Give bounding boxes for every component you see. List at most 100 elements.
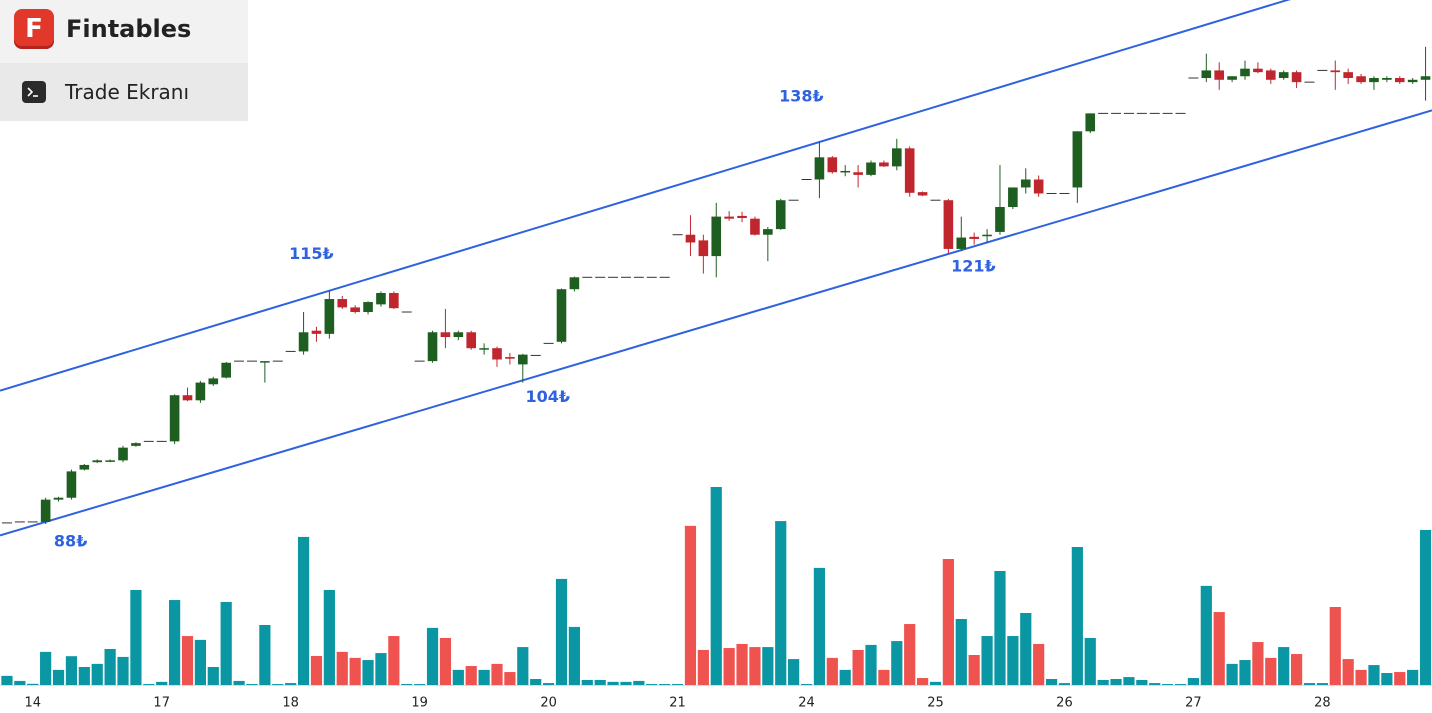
candle-body [1227,76,1237,80]
volume-bar [414,684,426,685]
candle-body [260,361,270,363]
x-tick-label: 24 [798,696,815,711]
volume-bar [942,559,954,685]
candle-body [685,234,696,243]
candle-body [1214,70,1225,80]
volume-bar [1058,683,1071,685]
volume-bar [452,669,464,685]
candle-body [324,299,335,334]
x-tick-label: 17 [153,696,170,711]
volume-bar [878,669,890,685]
volume-bar [736,643,748,685]
volume-bar [1162,684,1174,685]
volume-bar [723,648,735,685]
candle-body [569,277,580,290]
volume-bar [517,647,529,685]
candle-body [775,200,786,230]
candle-body [840,170,851,173]
volume-bar [491,663,503,685]
volume-bar [1342,659,1354,685]
volume-bar [362,660,374,685]
candle-body [763,229,773,235]
candle-body [505,357,515,359]
nav-item[interactable]: Trade Ekranı [0,63,248,121]
volume-bar [117,656,129,685]
candle-body [943,200,954,249]
volume-bar [904,624,916,685]
volume-bar [323,589,335,685]
price-annotation: 88₺ [54,531,87,550]
candle-body [904,148,915,193]
volume-bar [633,680,645,685]
candle-body [1356,76,1366,83]
volume-bar [349,657,361,685]
x-tick-label: 19 [411,696,428,711]
volume-bar [865,644,877,685]
candle-body [1085,113,1096,132]
candle-body [79,464,90,470]
candle-body [427,332,438,362]
candle-body [1291,72,1302,83]
volume-bar [852,649,864,685]
candle-body [195,382,206,401]
x-tick-label: 28 [1314,696,1331,711]
candle-body [711,216,722,257]
x-tick-label: 18 [282,696,299,711]
side-panel: F Fintables Trade Ekranı [0,0,248,121]
volume-bar [1149,683,1161,685]
volume-bar [91,663,103,685]
volume-bar [646,684,658,685]
candle-body [337,299,348,308]
volume-bar [762,647,774,685]
volume-bar [1123,677,1135,685]
volume-bar [1174,684,1187,685]
volume-bar [813,567,826,685]
volume-bar [1355,669,1367,685]
volume-bar [130,589,142,685]
volume-bar [839,669,851,685]
candle-body [750,218,760,235]
candle-body [466,332,477,349]
nav-label: Trade Ekranı [65,80,190,104]
volume-bar [1329,607,1341,685]
volume-bar [40,651,52,685]
candle-body [827,157,838,173]
volume-bar [297,536,310,685]
candle-body [376,292,386,305]
volume-bar [788,659,800,685]
brand: Fintables [66,15,192,43]
candle-body [1201,70,1212,79]
candle-body [298,332,309,352]
candle-body [363,302,373,313]
volume-bar [246,684,258,685]
volume-bar [1213,612,1225,685]
candle-body [208,378,219,385]
x-tick-label: 27 [1185,696,1202,711]
volume-bar [1368,665,1380,685]
price-annotation: 104₺ [526,387,571,406]
candle-body [311,330,322,334]
brand-row[interactable]: F Fintables [0,0,248,58]
candle-body [1407,79,1418,83]
volume-bar [1278,647,1290,685]
candle-body [969,236,979,239]
candle-body [1330,70,1341,73]
candle-body [1072,131,1083,188]
volume-bar [233,680,245,685]
volume-bar [1252,642,1264,685]
candle-body [724,216,734,219]
volume-bar [1381,673,1393,685]
candle-body [182,395,193,401]
volume-bar [1045,679,1058,685]
candle-body [956,237,967,249]
volume-bar [671,684,684,685]
candle-body [118,447,128,461]
volume-bar [1097,679,1109,685]
candle-body [92,460,103,463]
candle-body [982,234,992,237]
volume-bar [929,681,942,685]
volume-bar [775,521,787,685]
candle-body [1240,68,1250,77]
